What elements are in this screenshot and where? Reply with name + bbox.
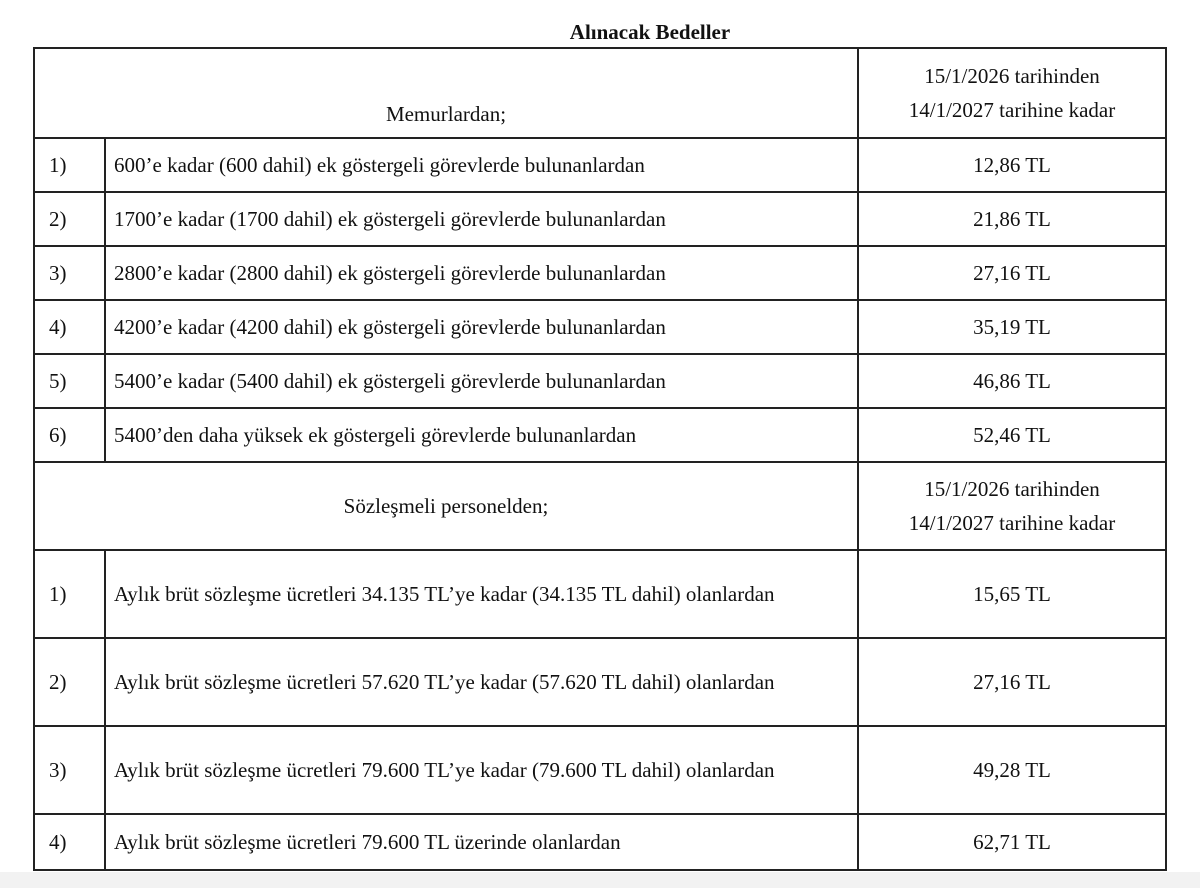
memur-header: Memurlardan; <box>33 47 859 139</box>
row-description: 5400’den daha yüksek ek göstergeli görev… <box>104 407 859 463</box>
row-value: 21,86 TL <box>857 191 1167 247</box>
row-description: 4200’e kadar (4200 dahil) ek göstergeli … <box>104 299 859 355</box>
sozlesmeli-header-row: Sözleşmeli personelden; 15/1/2026 tarihi… <box>33 461 1167 551</box>
row-number: 4) <box>33 299 106 355</box>
row-description: 1700’e kadar (1700 dahil) ek göstergeli … <box>104 191 859 247</box>
period-end: 14/1/2027 tarihine kadar <box>908 511 1116 535</box>
row-description: Aylık brüt sözleşme ücretleri 57.620 TL’… <box>104 637 859 727</box>
table-row: 4) 4200’e kadar (4200 dahil) ek göstergel… <box>33 299 1167 355</box>
table-row: 2) Aylık brüt sözleşme ücretleri 57.620 T… <box>33 637 1167 727</box>
row-description: 2800’e kadar (2800 dahil) ek göstergeli … <box>104 245 859 301</box>
row-number: 3) <box>33 725 106 815</box>
row-number: 1) <box>33 549 106 639</box>
table-row: 3) 2800’e kadar (2800 dahil) ek göstergel… <box>33 245 1167 301</box>
table-row: 1) Aylık brüt sözleşme ücretleri 34.135 T… <box>33 549 1167 639</box>
row-number: 3) <box>33 245 106 301</box>
period-end: 14/1/2027 tarihine kadar <box>908 98 1116 122</box>
sozlesmeli-period-header: 15/1/2026 tarihinden 14/1/2027 tarihine k… <box>857 461 1167 551</box>
row-value: 35,19 TL <box>857 299 1167 355</box>
row-value: 27,16 TL <box>857 245 1167 301</box>
row-value: 52,46 TL <box>857 407 1167 463</box>
row-description: Aylık brüt sözleşme ücretleri 79.600 TL … <box>104 813 859 871</box>
row-description: Aylık brüt sözleşme ücretleri 79.600 TL’… <box>104 725 859 815</box>
sozlesmeli-header: Sözleşmeli personelden; <box>33 461 859 551</box>
row-number: 2) <box>33 191 106 247</box>
row-number: 2) <box>33 637 106 727</box>
row-description: Aylık brüt sözleşme ücretleri 34.135 TL’… <box>104 549 859 639</box>
table-row: 1) 600’e kadar (600 dahil) ek göstergeli … <box>33 137 1167 193</box>
table-row: 4) Aylık brüt sözleşme ücretleri 79.600 T… <box>33 813 1167 871</box>
row-number: 5) <box>33 353 106 409</box>
period-start: 15/1/2026 tarihinden <box>924 64 1100 88</box>
row-value: 62,71 TL <box>857 813 1167 871</box>
row-number: 1) <box>33 137 106 193</box>
table-row: 3) Aylık brüt sözleşme ücretleri 79.600 T… <box>33 725 1167 815</box>
period-start: 15/1/2026 tarihinden <box>924 477 1100 501</box>
row-description: 600’e kadar (600 dahil) ek göstergeli gö… <box>104 137 859 193</box>
table-row: 2) 1700’e kadar (1700 dahil) ek göstergel… <box>33 191 1167 247</box>
table-row: 6) 5400’den daha yüksek ek göstergeli gör… <box>33 407 1167 463</box>
row-value: 12,86 TL <box>857 137 1167 193</box>
row-number: 6) <box>33 407 106 463</box>
row-description: 5400’e kadar (5400 dahil) ek göstergeli … <box>104 353 859 409</box>
row-value: 27,16 TL <box>857 637 1167 727</box>
document-title: Alınacak Bedeller <box>569 20 731 44</box>
row-value: 46,86 TL <box>857 353 1167 409</box>
memur-period-header: 15/1/2026 tarihinden 14/1/2027 tarihine k… <box>857 47 1167 139</box>
row-number: 4) <box>33 813 106 871</box>
row-value: 49,28 TL <box>857 725 1167 815</box>
row-value: 15,65 TL <box>857 549 1167 639</box>
memur-header-row: Memurlardan; 15/1/2026 tarihinden 14/1/20… <box>33 47 1167 139</box>
table-row: 5) 5400’e kadar (5400 dahil) ek göstergel… <box>33 353 1167 409</box>
fees-table: Memurlardan; 15/1/2026 tarihinden 14/1/20… <box>33 47 1167 871</box>
